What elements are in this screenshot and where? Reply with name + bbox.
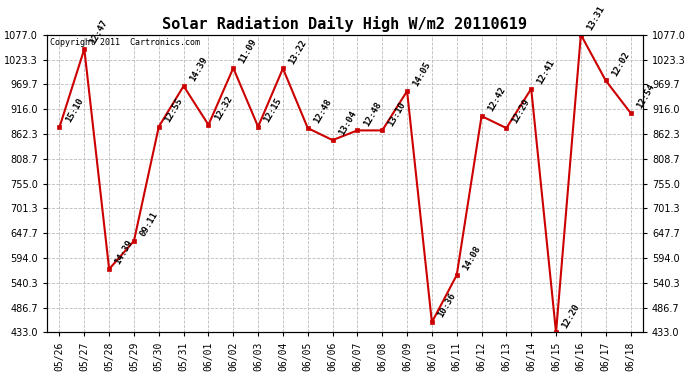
Text: 09:11: 09:11 xyxy=(138,210,159,238)
Text: 10:36: 10:36 xyxy=(436,292,457,320)
Text: 12:15: 12:15 xyxy=(262,96,284,124)
Text: 12:20: 12:20 xyxy=(560,302,582,330)
Title: Solar Radiation Daily High W/m2 20110619: Solar Radiation Daily High W/m2 20110619 xyxy=(163,16,527,32)
Text: 13:04: 13:04 xyxy=(337,110,358,137)
Text: Copyright 2011  Cartronics.com: Copyright 2011 Cartronics.com xyxy=(50,38,200,47)
Text: 14:05: 14:05 xyxy=(411,61,433,88)
Text: 12:32: 12:32 xyxy=(213,94,234,122)
Text: 14:39: 14:39 xyxy=(188,56,209,83)
Text: 12:55: 12:55 xyxy=(163,96,184,124)
Text: 12:41: 12:41 xyxy=(535,58,557,86)
Text: 13:31: 13:31 xyxy=(585,4,607,32)
Text: 12:47: 12:47 xyxy=(88,18,110,46)
Text: 14:39: 14:39 xyxy=(113,238,135,266)
Text: 13:10: 13:10 xyxy=(386,100,408,128)
Text: 11:09: 11:09 xyxy=(237,38,259,65)
Text: 12:02: 12:02 xyxy=(610,50,631,78)
Text: 14:08: 14:08 xyxy=(461,244,482,272)
Text: 12:42: 12:42 xyxy=(486,86,507,113)
Text: 12:54: 12:54 xyxy=(635,82,656,110)
Text: 15:10: 15:10 xyxy=(63,97,85,124)
Text: 12:48: 12:48 xyxy=(362,100,383,128)
Text: 12:29: 12:29 xyxy=(511,98,532,125)
Text: 13:22: 13:22 xyxy=(287,38,308,66)
Text: 12:48: 12:48 xyxy=(312,98,333,125)
